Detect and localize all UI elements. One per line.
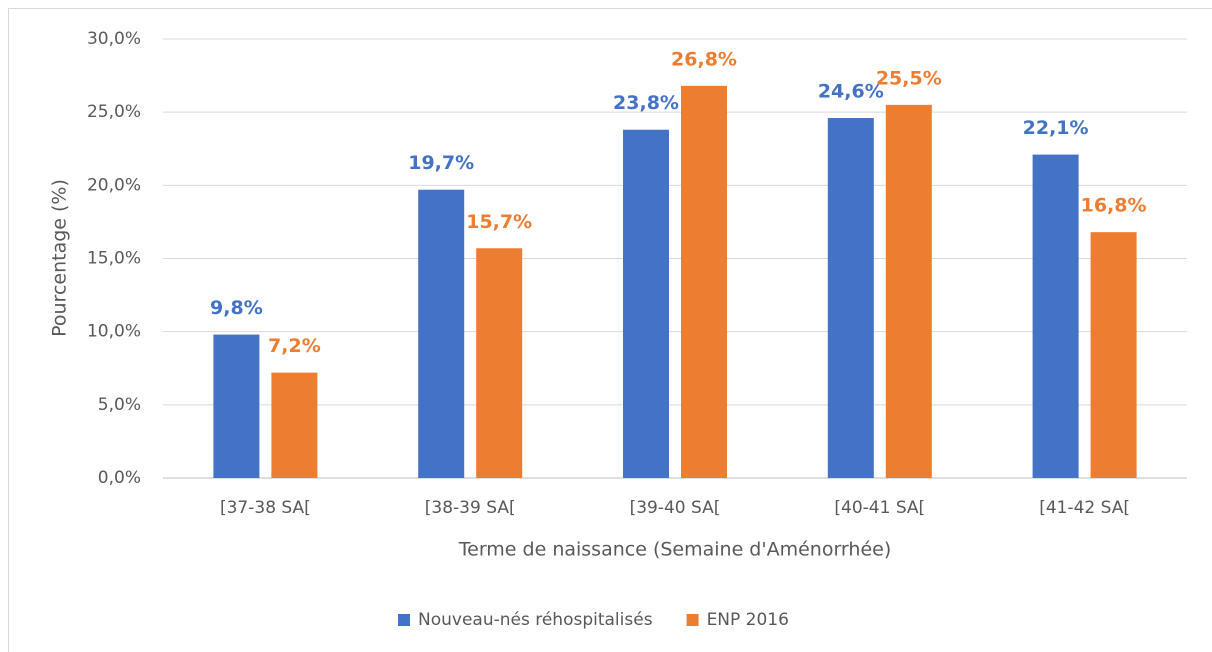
value-label: 19,7% — [408, 152, 474, 174]
value-label: 15,7% — [466, 211, 532, 233]
value-label: 9,8% — [210, 297, 263, 319]
value-label: 26,8% — [671, 48, 737, 70]
bar — [418, 189, 465, 478]
bar — [681, 85, 727, 479]
x-tick-label: [40-41 SA[ — [834, 498, 925, 518]
chart-border — [8, 8, 1212, 652]
value-label: 7,2% — [268, 335, 321, 357]
bar — [271, 372, 318, 478]
x-tick-label: [41-42 SA[ — [1039, 498, 1130, 518]
legend-label: Nouveau-nés réhospitalisés — [418, 610, 653, 630]
y-tick-label: 15,0% — [87, 249, 141, 269]
y-tick-label: 10,0% — [87, 322, 141, 342]
bar — [623, 129, 669, 478]
y-tick-label: 25,0% — [87, 102, 141, 122]
x-tick-label: [38-39 SA[ — [425, 498, 516, 518]
y-tick-label: 20,0% — [87, 175, 141, 195]
value-label: 24,6% — [818, 81, 884, 103]
y-tick-label: 0,0% — [98, 468, 141, 488]
bar — [885, 104, 932, 478]
legend-label: ENP 2016 — [707, 610, 789, 630]
bar — [476, 248, 523, 478]
y-tick-label: 30,0% — [87, 29, 141, 49]
value-label: 16,8% — [1081, 195, 1147, 217]
value-label: 22,1% — [1023, 117, 1089, 139]
y-tick-label: 5,0% — [98, 395, 141, 415]
value-label: 25,5% — [876, 67, 942, 89]
x-tick-label: [39-40 SA[ — [630, 498, 721, 518]
legend-swatch — [686, 614, 699, 626]
x-axis-title: Terme de naissance (Semaine d'Aménorrhée… — [458, 539, 892, 561]
x-tick-label: [37-38 SA[ — [220, 498, 311, 518]
value-label: 23,8% — [613, 92, 679, 114]
bar — [213, 334, 260, 478]
bar — [1090, 232, 1137, 478]
bar — [827, 118, 874, 479]
legend-swatch — [398, 614, 410, 626]
bar — [1032, 154, 1079, 478]
y-axis-title: Pourcentage (%) — [49, 179, 71, 337]
